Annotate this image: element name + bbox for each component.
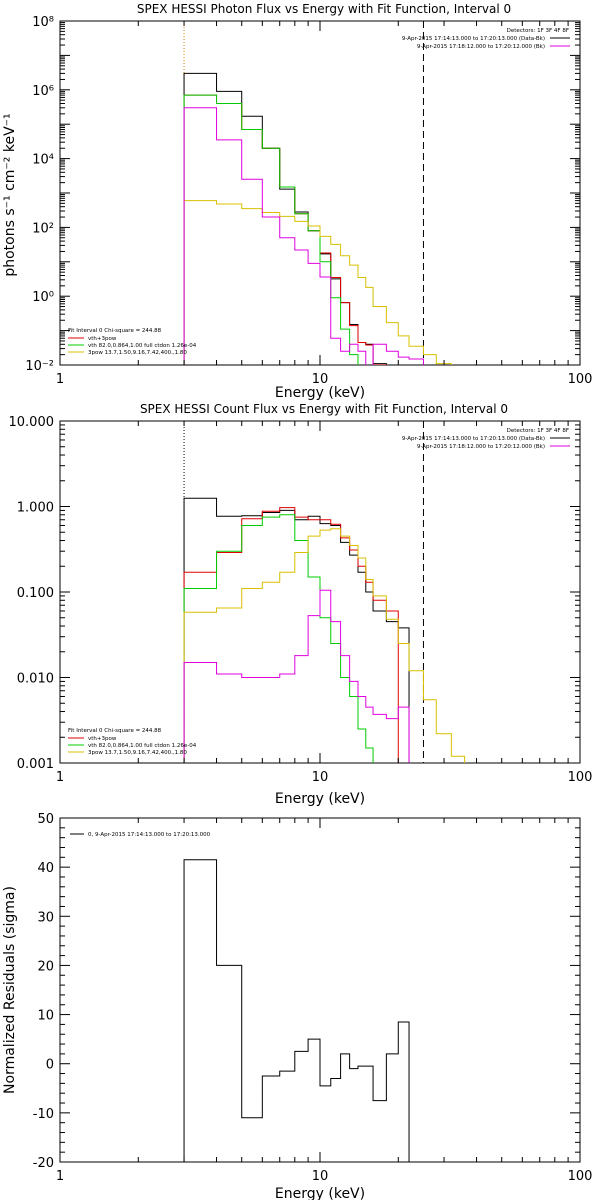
legend-label: 0, 9-Apr-2015 17:14:13.000 to 17:20:13.0… [88, 832, 211, 838]
fit-legend-title: Fit Interval 0 Chi-square = 244.88 [68, 328, 162, 334]
y-tick-label: 1.000 [17, 501, 54, 516]
y-tick-label: 20 [37, 959, 54, 974]
series-layer [183, 421, 466, 763]
series-line-vth-3pow [183, 507, 399, 763]
series-line-3pow [183, 528, 466, 763]
y-tick-label: 50 [37, 812, 54, 827]
series-line-data-bk [183, 72, 387, 365]
residuals-panel: 1 10 100 -20 -10 0 10 20 30 40 50 Energy (keV) Nor… [2, 812, 592, 1200]
y-tick-label: -20 [33, 1156, 54, 1171]
legend-label: 9-Apr-2015 17:14:13.000 to 17:20:13.000 … [402, 36, 545, 42]
x-axis-label: Energy (keV) [275, 385, 365, 401]
tick-layer: 1 10 100 10⁻² 10⁰ 10² 10⁴ 10⁶ 10⁸ [25, 15, 592, 387]
series-line-bk [183, 589, 410, 763]
x-tick-label: 1 [56, 770, 64, 785]
x-axis-label: Energy (keV) [275, 791, 365, 807]
legend-label: 3pow 13.7,1.50,9.16,7.42,400.,1.80 [88, 750, 187, 756]
y-tick-label: 0.010 [17, 672, 54, 687]
legend-label: 9-Apr-2015 17:14:13.000 to 17:20:13.000 … [402, 436, 545, 442]
x-tick-label: 1 [56, 1169, 64, 1184]
fit-legend-entry: vth 82.0,0.864,1.00 full ctdon 1.26e-04 [68, 343, 197, 349]
residual-legend-entry: 0, 9-Apr-2015 17:14:13.000 to 17:20:13.0… [70, 832, 211, 838]
series-line-data-bk [183, 497, 410, 763]
panel-title: SPEX HESSI Photon Flux vs Energy with Fi… [137, 2, 511, 16]
detectors-label: Detectors: 1F 3F 4F 8F [507, 28, 569, 34]
plot-frame [59, 817, 581, 1163]
series-layer [183, 21, 452, 365]
tick-layer: 1 10 100 -20 -10 0 10 20 30 40 50 [33, 812, 593, 1184]
data-legend-entry: 9-Apr-2015 17:18:12.000 to 17:20:12.000 … [417, 444, 570, 450]
y-tick-label: 10⁻² [25, 359, 54, 374]
legend-label: vth 82.0,0.864,1.00 full ctdon 1.26e-04 [88, 343, 197, 349]
legend-label: vth+3pow [88, 336, 117, 342]
x-tick-label: 100 [568, 1169, 593, 1184]
legend-label: vth+3pow [88, 736, 117, 742]
y-axis-label: Normalized Residuals (sigma) [2, 886, 18, 1094]
series-layer [183, 859, 410, 1162]
series-line-3pow [183, 200, 452, 365]
y-tick-label: 0 [46, 1058, 54, 1073]
y-tick-label: 10² [32, 221, 54, 236]
plot-frame [59, 20, 581, 366]
tick-layer: 1 10 100 0.001 0.010 0.100 1.000 10.000 [9, 415, 593, 785]
x-tick-label: 100 [568, 770, 593, 785]
data-legend-entry: 9-Apr-2015 17:14:13.000 to 17:20:13.000 … [402, 436, 570, 442]
y-tick-label: 10 [37, 1009, 54, 1024]
y-tick-label: 10⁶ [32, 84, 54, 99]
y-tick-label: -10 [33, 1107, 54, 1122]
y-tick-label: 30 [37, 910, 54, 925]
legend-label: 9-Apr-2015 17:18:12.000 to 17:20:12.000 … [417, 44, 545, 50]
series-line-vth [183, 514, 374, 763]
x-axis-label: Energy (keV) [275, 1186, 365, 1200]
detectors-label: Detectors: 1F 3F 4F 8F [507, 428, 569, 434]
series-line-vth [183, 94, 359, 365]
x-tick-label: 10 [312, 1169, 329, 1184]
fit-legend-entry: vth+3pow [68, 336, 117, 342]
y-tick-label: 40 [37, 861, 54, 876]
series-line-residuals [183, 859, 410, 1162]
fit-legend-entry: 3pow 13.7,1.50,9.16,7.42,400.,1.80 [68, 350, 187, 356]
data-legend-entry: 9-Apr-2015 17:18:12.000 to 17:20:12.000 … [417, 44, 570, 50]
y-tick-label: 10⁰ [32, 290, 54, 305]
legend-label: 9-Apr-2015 17:18:12.000 to 17:20:12.000 … [417, 444, 545, 450]
y-axis-label: photons s⁻¹ cm⁻² keV⁻¹ [2, 113, 18, 276]
y-tick-label: 10.000 [9, 415, 55, 430]
legend-label: 3pow 13.7,1.50,9.16,7.42,400.,1.80 [88, 350, 187, 356]
y-tick-label: 10⁸ [32, 15, 54, 30]
x-tick-label: 10 [312, 770, 329, 785]
legend-label: vth 82.0,0.864,1.00 full ctdon 1.26e-04 [88, 743, 197, 749]
fit-legend-entry: vth 82.0,0.864,1.00 full ctdon 1.26e-04 [68, 743, 197, 749]
data-legend-entry: 9-Apr-2015 17:14:13.000 to 17:20:13.000 … [402, 36, 570, 42]
fit-legend-entry: 3pow 13.7,1.50,9.16,7.42,400.,1.80 [68, 750, 187, 756]
x-tick-label: 1 [56, 372, 64, 387]
panel-title: SPEX HESSI Count Flux vs Energy with Fit… [140, 402, 508, 416]
x-tick-label: 10 [312, 372, 329, 387]
y-tick-label: 0.001 [17, 757, 54, 772]
fit-legend-entry: vth+3pow [68, 736, 117, 742]
y-tick-label: 0.100 [17, 586, 54, 601]
y-tick-label: 10⁴ [32, 153, 54, 168]
count-flux-panel: SPEX HESSI Count Flux vs Energy with Fit… [9, 402, 593, 807]
fit-legend-title: Fit Interval 0 Chi-square = 244.88 [68, 728, 162, 734]
photon-flux-panel: SPEX HESSI Photon Flux vs Energy with Fi… [2, 2, 592, 401]
x-tick-label: 100 [568, 372, 593, 387]
series-line-bk [183, 107, 424, 365]
